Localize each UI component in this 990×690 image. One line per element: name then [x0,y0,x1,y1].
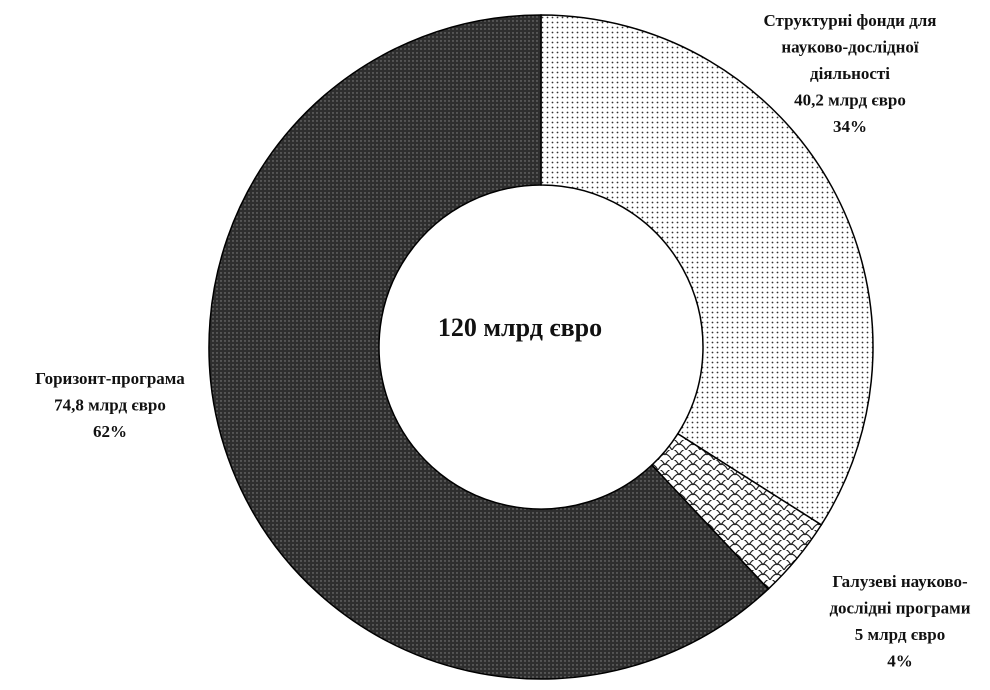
value-label: 62% [93,422,127,441]
value-label: 4% [887,651,913,670]
slice-label: Структурні фонди для [763,11,936,30]
slice-label: дослідні програми [829,598,970,617]
center-label: 120 млрд євро [438,313,602,342]
slice-label: діяльності [810,64,890,83]
value-label: 34% [833,117,867,136]
amount-label: 40,2 млрд євро [794,90,906,109]
amount-label: 74,8 млрд євро [54,395,166,414]
donut-slice [540,14,874,526]
amount-label: 5 млрд євро [855,625,945,644]
slice-label: науково-дослідної [781,37,919,56]
slice-label: Горизонт-програма [35,369,185,388]
donut-slice [208,14,770,680]
slice-label: Галузеві науково- [832,572,968,591]
